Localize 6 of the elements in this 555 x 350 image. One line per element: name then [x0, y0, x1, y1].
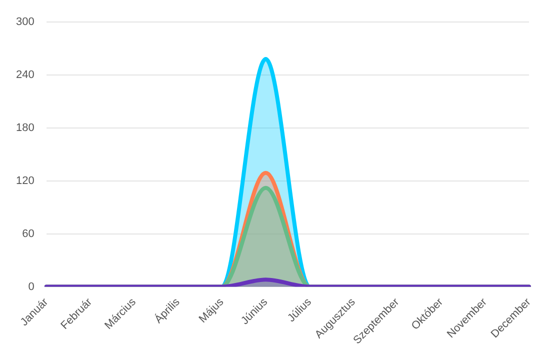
y-tick-label: 240 [16, 68, 34, 81]
y-tick-label: 0 [28, 280, 34, 293]
y-tick-label: 300 [16, 16, 34, 28]
y-tick-label: 60 [22, 228, 34, 240]
y-tick-label: 180 [16, 122, 34, 134]
y-tick-label: 120 [16, 174, 34, 187]
